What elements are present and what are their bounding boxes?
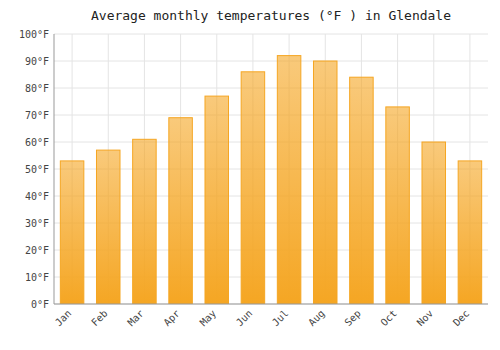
x-axis-line: [54, 304, 488, 305]
bars: [60, 56, 481, 304]
y-tick-label: 50°F: [25, 164, 49, 175]
bar: [458, 161, 482, 304]
x-tick-label: Jan: [53, 308, 74, 329]
bar: [386, 107, 410, 304]
y-tick-label: 30°F: [25, 218, 49, 229]
bar: [96, 150, 120, 304]
x-tick-label: May: [198, 308, 219, 329]
y-grid-line: [54, 304, 488, 305]
x-tick-label: Sep: [342, 308, 363, 329]
y-grid-line: [54, 115, 488, 116]
bar: [277, 56, 301, 304]
bar: [205, 96, 229, 304]
x-tick-label: Feb: [89, 308, 110, 329]
x-tick-label: Apr: [161, 308, 182, 329]
y-axis-line: [54, 34, 55, 304]
y-tick-label: 100°F: [19, 29, 49, 40]
y-tick-label: 10°F: [25, 272, 49, 283]
page: {"chart_data": {"type": "bar", "title": …: [0, 0, 500, 350]
y-grid-line: [54, 61, 488, 62]
y-tick-label: 0°F: [31, 299, 49, 310]
y-grid-line: [54, 88, 488, 89]
bar: [350, 77, 374, 304]
y-tick-label: 60°F: [25, 137, 49, 148]
x-tick-label: Aug: [306, 308, 327, 329]
y-tick-label: 70°F: [25, 110, 49, 121]
axes: 0°F 10°F 20°F 30°F 40°F 50°F 60°F 70°F 80°F 90°F 1…: [19, 29, 488, 328]
bar: [169, 118, 193, 304]
chart-svg: Average monthly temperatures (°F ) in Gl…: [0, 0, 500, 350]
x-tick-label: Mar: [125, 308, 146, 329]
y-grid-line: [54, 34, 488, 35]
y-tick-label: 40°F: [25, 191, 49, 202]
x-tick-label: Jul: [270, 308, 291, 329]
bar: [133, 139, 157, 304]
x-tick-label: Oct: [378, 308, 399, 329]
y-tick-label: 80°F: [25, 83, 49, 94]
grid: [54, 34, 488, 304]
chart-container: Average monthly temperatures (°F ) in Gl…: [0, 0, 500, 350]
x-tick-label: Nov: [415, 308, 436, 329]
bar: [313, 61, 337, 304]
y-tick-label: 90°F: [25, 56, 49, 67]
bar: [422, 142, 446, 304]
bar: [60, 161, 84, 304]
bar: [241, 72, 265, 304]
x-tick-label: Dec: [451, 308, 472, 329]
chart-title: Average monthly temperatures (°F ) in Gl…: [91, 8, 451, 23]
y-tick-label: 20°F: [25, 245, 49, 256]
x-tick-label: Jun: [234, 308, 255, 329]
